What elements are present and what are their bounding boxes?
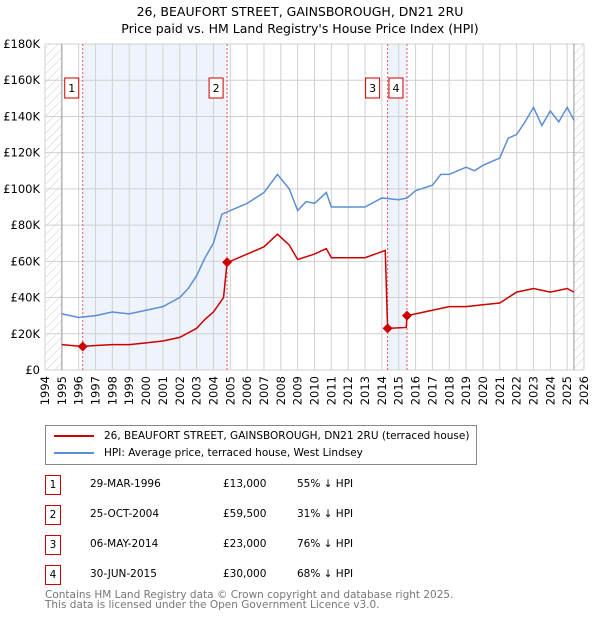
x-tick-label: 2008 xyxy=(274,376,288,405)
x-tick-label: 2002 xyxy=(173,376,187,405)
sale-date: 29-MAR-1996 xyxy=(90,478,161,490)
sale-marker-label: 4 xyxy=(45,565,61,585)
x-tick-label: 2015 xyxy=(392,376,406,405)
y-tick-label: £160K xyxy=(3,73,40,87)
x-tick-label: 2017 xyxy=(425,376,439,405)
sale-marker-box xyxy=(64,77,80,99)
sale-marker-box xyxy=(388,77,404,99)
sale-row: 3 06-MAY-2014 £23,000 76% ↓ HPI xyxy=(45,535,465,555)
x-tick-label: 1998 xyxy=(105,376,119,405)
y-tick-label: £80K xyxy=(11,218,41,232)
y-tick-label: £60K xyxy=(11,254,41,268)
footer-line-2: This data is licensed under the Open Gov… xyxy=(45,599,380,611)
sale-row: 1 29-MAR-1996 £13,000 55% ↓ HPI xyxy=(45,475,465,495)
x-tick-label: 1996 xyxy=(72,376,86,405)
legend: 26, BEAUFORT STREET, GAINSBOROUGH, DN21 … xyxy=(45,425,477,465)
x-tick-label: 2016 xyxy=(409,376,423,405)
x-tick-label: 2009 xyxy=(291,376,305,405)
x-tick-label: 2018 xyxy=(442,376,456,405)
x-tick-label: 2004 xyxy=(206,376,220,405)
x-tick-label: 2020 xyxy=(476,376,490,405)
sale-marker-number: 4 xyxy=(392,82,399,95)
sale-price: £30,000 xyxy=(223,568,267,580)
sale-date: 06-MAY-2014 xyxy=(90,538,159,550)
x-tick-label: 2022 xyxy=(510,376,524,405)
y-tick-label: £20K xyxy=(11,327,41,341)
y-tick-label: £40K xyxy=(11,291,41,305)
sale-price: £59,500 xyxy=(223,508,267,520)
legend-swatch-hpi xyxy=(54,452,94,454)
x-tick-label: 2007 xyxy=(257,376,271,405)
x-tick-label: 2006 xyxy=(240,376,254,405)
y-tick-label: £180K xyxy=(3,37,40,51)
x-tick-label: 2021 xyxy=(493,376,507,405)
y-tick-label: £100K xyxy=(3,182,40,196)
sale-point xyxy=(401,310,412,321)
sale-marker-number: 1 xyxy=(68,82,75,95)
sale-marker-label: 3 xyxy=(45,535,61,555)
x-tick-label: 2026 xyxy=(577,376,591,405)
legend-label-hpi: HPI: Average price, terraced house, West… xyxy=(104,447,363,459)
footer: Contains HM Land Registry data © Crown c… xyxy=(45,589,454,611)
x-tick-label: 2000 xyxy=(139,376,153,405)
sale-marker-box xyxy=(365,77,381,99)
sale-point xyxy=(382,323,393,334)
sale-marker-box xyxy=(208,77,224,99)
chart-title: 26, BEAUFORT STREET, GAINSBOROUGH, DN21 … xyxy=(136,4,464,19)
x-tick-label: 2012 xyxy=(341,376,355,405)
sale-price: £13,000 xyxy=(223,478,267,490)
sale-marker-number: 2 xyxy=(213,82,220,95)
chart-plot: £0 £20K £40K £60K £80K £100K £120K £140K £160K £1… xyxy=(3,37,591,405)
x-tick-label: 2010 xyxy=(308,376,322,405)
chart-subtitle: Price paid vs. HM Land Registry's House … xyxy=(121,21,479,36)
shaded-period xyxy=(387,44,407,370)
x-tick-label: 2005 xyxy=(223,376,237,405)
footer-line-1: Contains HM Land Registry data © Crown c… xyxy=(45,589,454,601)
y-tick-label: £0 xyxy=(25,363,40,377)
sale-hpi-diff: 76% ↓ HPI xyxy=(297,538,354,550)
x-tick-label: 1997 xyxy=(89,376,103,405)
hatch-after-data xyxy=(573,44,584,370)
legend-swatch-property xyxy=(54,435,94,437)
sale-row: 4 30-JUN-2015 £30,000 68% ↓ HPI xyxy=(45,565,465,585)
sale-marker-number: 3 xyxy=(369,82,376,95)
sale-marker-label: 2 xyxy=(45,505,61,525)
y-tick-label: £120K xyxy=(3,146,40,160)
x-tick-label: 2025 xyxy=(560,376,574,405)
sale-point xyxy=(77,341,88,352)
x-tick-label: 2013 xyxy=(358,376,372,405)
x-tick-label: 2011 xyxy=(324,376,338,405)
sale-hpi-diff: 68% ↓ HPI xyxy=(297,568,354,580)
sale-marker-label: 1 xyxy=(45,475,61,495)
x-tick-label: 2001 xyxy=(156,376,170,405)
x-tick-label: 2019 xyxy=(459,376,473,405)
x-tick-label: 1999 xyxy=(122,376,136,405)
x-tick-label: 2003 xyxy=(190,376,204,405)
sale-hpi-diff: 31% ↓ HPI xyxy=(297,508,354,520)
x-tick-label: 2024 xyxy=(543,376,557,405)
x-tick-label: 1994 xyxy=(38,376,52,405)
sale-point xyxy=(222,257,233,268)
sale-date: 25-OCT-2004 xyxy=(90,508,159,520)
sale-price: £23,000 xyxy=(223,538,267,550)
sale-hpi-diff: 55% ↓ HPI xyxy=(297,478,354,490)
x-tick-label: 1995 xyxy=(55,376,69,405)
price-paid-line xyxy=(61,233,575,348)
sale-date: 30-JUN-2015 xyxy=(90,568,157,580)
sale-row: 2 25-OCT-2004 £59,500 31% ↓ HPI xyxy=(45,505,465,525)
x-tick-label: 2023 xyxy=(526,376,540,405)
shaded-period xyxy=(82,44,228,370)
x-tick-label: 2014 xyxy=(375,376,389,405)
hatch-before-data xyxy=(45,44,62,370)
hpi-line xyxy=(61,105,575,319)
y-tick-label: £140K xyxy=(3,109,40,123)
legend-label-property: 26, BEAUFORT STREET, GAINSBOROUGH, DN21 … xyxy=(104,430,470,442)
